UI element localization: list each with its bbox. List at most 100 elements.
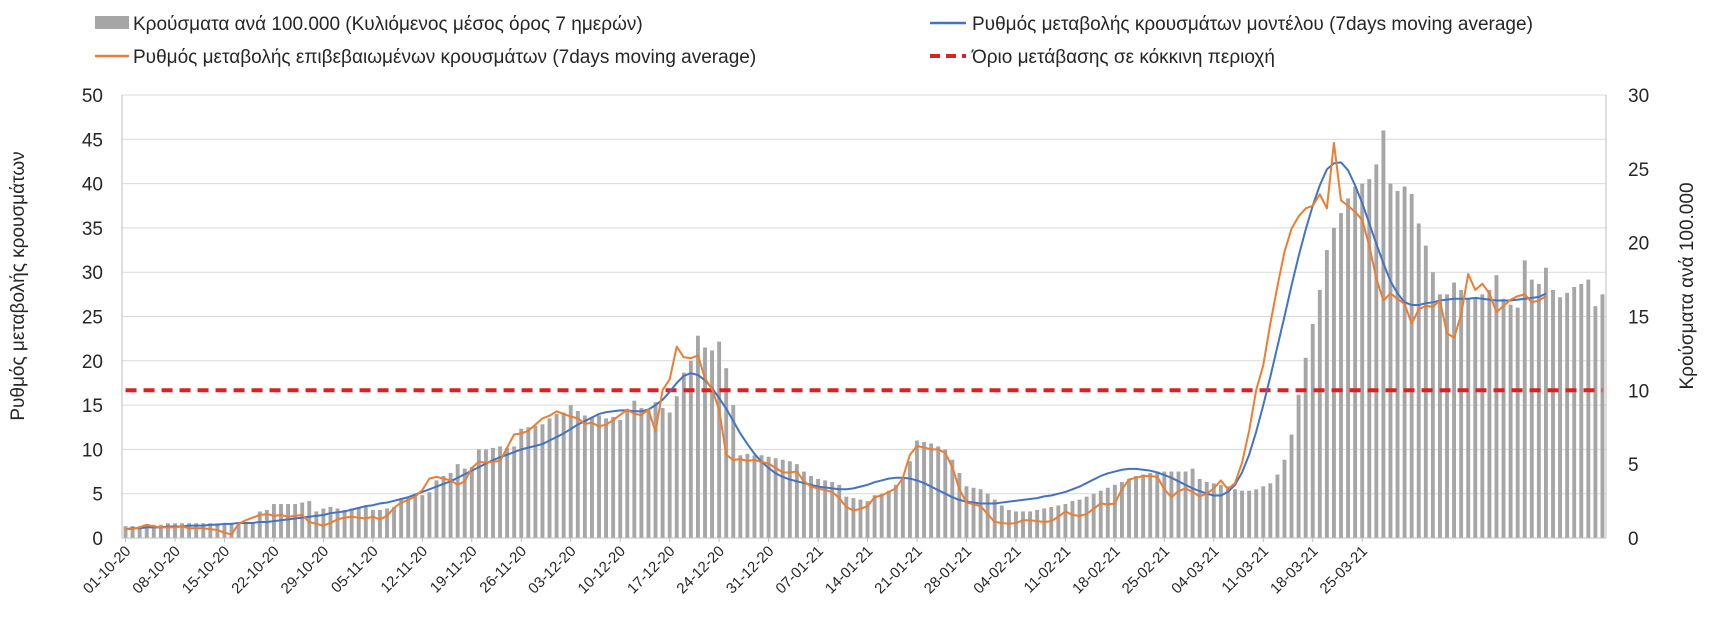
bar — [830, 481, 835, 538]
bar — [498, 446, 503, 538]
bar — [533, 425, 538, 538]
bar — [922, 442, 927, 538]
bar — [1169, 471, 1174, 538]
bar — [929, 443, 934, 538]
bar — [1346, 198, 1351, 538]
bar — [1261, 486, 1266, 538]
bar — [787, 461, 792, 538]
bar — [773, 458, 778, 538]
left-y-tick-label: 30 — [82, 263, 103, 284]
bar — [653, 402, 658, 538]
bar — [823, 480, 828, 538]
bar — [1515, 307, 1520, 538]
bar — [1339, 213, 1343, 538]
bar — [858, 499, 863, 538]
x-tick-label: 25-03-21 — [1317, 543, 1371, 597]
bar — [1134, 475, 1139, 538]
bar — [681, 372, 686, 538]
bar — [1480, 294, 1485, 538]
bar — [667, 412, 672, 538]
bar — [900, 478, 905, 538]
bar — [625, 411, 630, 538]
right-y-tick-label: 20 — [1628, 234, 1649, 255]
bar — [130, 526, 135, 538]
bar — [1367, 179, 1372, 539]
x-tick-label: 26-11-20 — [476, 543, 530, 597]
bar — [561, 412, 566, 538]
legend-label-confirmed: Ρυθμός μεταβολής επιβεβαιωμένων κρουσμάτ… — [133, 47, 756, 68]
bar — [1105, 487, 1110, 538]
bar — [618, 419, 623, 538]
x-tick-label: 31-12-20 — [723, 543, 777, 597]
bar — [1395, 190, 1400, 539]
bar — [434, 480, 439, 538]
bar — [604, 418, 609, 538]
x-tick-label: 28-01-21 — [921, 543, 975, 597]
bar — [1084, 496, 1089, 538]
bar — [1579, 284, 1584, 538]
bar — [201, 523, 206, 538]
left-y-axis-title: Ρυθμός μεταβολής κρουσμάτων — [8, 151, 29, 420]
bar — [597, 415, 601, 538]
bar — [1360, 183, 1365, 538]
bar — [1501, 298, 1506, 538]
x-tick-label: 04-02-21 — [970, 543, 1024, 597]
bar — [992, 499, 997, 538]
bar — [173, 523, 177, 538]
legend-label-bars: Κρούσματα ανά 100.000 (Κυλιόμενος μέσος … — [133, 14, 643, 35]
bar — [695, 335, 700, 538]
bar — [752, 455, 757, 538]
bar — [236, 523, 241, 538]
bar — [264, 509, 269, 538]
x-tick-label: 11-03-21 — [1218, 543, 1272, 597]
bar — [1600, 294, 1605, 538]
bar — [1494, 275, 1499, 538]
bar — [1162, 471, 1167, 538]
bar — [420, 495, 425, 538]
bar — [688, 360, 693, 538]
bar — [1536, 284, 1541, 538]
bar — [356, 508, 361, 538]
x-tick-label: 04-03-21 — [1168, 543, 1222, 597]
bar — [766, 456, 771, 538]
bar — [1127, 478, 1131, 538]
bar — [505, 447, 510, 538]
bar — [710, 350, 715, 538]
bar — [462, 468, 467, 538]
legend-item-threshold: Όριο μετάβασης σε κόκκινη περιοχή — [930, 47, 1275, 68]
bar — [1013, 511, 1018, 538]
bar — [985, 493, 990, 538]
bar — [915, 440, 919, 538]
bar — [1077, 499, 1082, 538]
bar — [1141, 474, 1146, 538]
bar — [1056, 505, 1061, 538]
x-tick-label: 17-12-20 — [624, 543, 678, 597]
bar — [1240, 490, 1245, 538]
bar — [363, 506, 368, 538]
bar — [483, 449, 488, 538]
bar — [1268, 483, 1273, 538]
left-y-tick-labels: 0 5 10 15 20 25 30 35 40 45 50 — [82, 86, 103, 550]
bar — [936, 446, 941, 538]
bar — [780, 459, 785, 538]
left-y-tick-label: 20 — [82, 352, 103, 373]
bar — [851, 498, 856, 538]
bar — [441, 475, 446, 538]
bar — [1275, 474, 1280, 538]
bar — [1487, 289, 1492, 538]
right-y-axis-title: Κρούσματα ανά 100.000 — [1677, 182, 1698, 389]
bar — [879, 493, 884, 538]
bar — [1565, 292, 1570, 538]
bar — [307, 501, 312, 538]
bar — [321, 508, 326, 538]
bar — [1473, 297, 1478, 538]
bar — [611, 416, 616, 538]
left-y-tick-label: 10 — [82, 440, 103, 461]
bar — [392, 506, 397, 538]
bar — [801, 471, 806, 538]
bar — [1296, 394, 1301, 538]
x-tick-label: 08-10-20 — [129, 543, 183, 597]
bar — [1197, 478, 1202, 538]
legend-item-confirmed: Ρυθμός μεταβολής επιβεβαιωμένων κρουσμάτ… — [95, 47, 756, 68]
bar — [950, 459, 955, 538]
